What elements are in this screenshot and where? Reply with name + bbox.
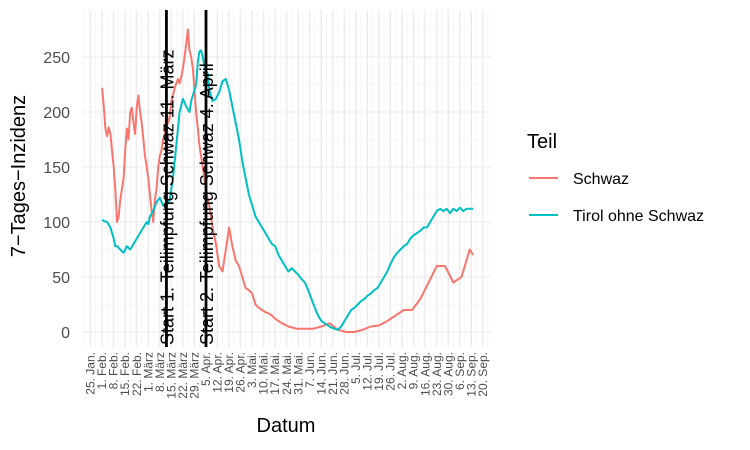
x-tick-label: 6. Sep. <box>453 352 467 390</box>
y-axis-title: 7−Tages−Inzidenz <box>8 95 30 257</box>
legend: Teil Schwaz Tirol ohne Schwaz <box>527 131 704 225</box>
x-tick-label: 8. Feb. <box>107 352 121 389</box>
x-tick-label: 15. Feb. <box>118 352 132 396</box>
grid <box>82 10 492 347</box>
x-tick-label: 1. März <box>141 352 155 392</box>
x-tick-label: 19. Apr. <box>222 352 236 393</box>
x-tick-label: 1. Feb. <box>95 352 109 389</box>
annotation-label: Start 1. Teilimpfung Schwaz 11. März <box>157 50 177 345</box>
x-tick-label: 5. Apr. <box>199 352 213 386</box>
y-tick-label: 0 <box>61 325 70 342</box>
x-tick-label: 7. Jun. <box>303 352 317 388</box>
x-axis-title: Datum <box>257 415 316 437</box>
x-tick-label: 15. März <box>164 352 178 399</box>
x-tick-label: 12. Jul. <box>361 352 375 391</box>
legend-label: Schwaz <box>573 171 629 188</box>
x-tick-label: 16. Aug. <box>418 352 432 396</box>
x-tick-label: 3. Mai. <box>245 352 259 388</box>
x-tick-label: 5. Jul. <box>349 352 363 384</box>
legend-title: Teil <box>527 131 557 153</box>
x-tick-label: 22. Feb. <box>130 352 144 396</box>
legend-label: Tirol ohne Schwaz <box>573 208 704 225</box>
y-tick-labels: 0 50 100 150 200 250 <box>43 50 70 342</box>
x-tick-label: 26. Jul. <box>384 352 398 391</box>
y-tick-label: 250 <box>43 50 70 67</box>
x-tick-label: 31. Mai. <box>291 352 305 395</box>
x-tick-label: 19. Jul. <box>372 352 386 391</box>
x-tick-label: 9. Aug. <box>407 352 421 389</box>
x-tick-label: 23. Aug. <box>430 352 444 396</box>
x-tick-label: 20. Sep. <box>476 352 490 397</box>
y-tick-label: 50 <box>52 270 70 287</box>
x-tick-label: 25. Jan. <box>84 352 98 395</box>
x-tick-labels: 25. Jan.1. Feb.8. Feb.15. Feb.22. Feb.1.… <box>84 352 490 399</box>
x-tick-label: 2. Aug. <box>395 352 409 389</box>
annotations: Start 1. Teilimpfung Schwaz 11. März Star… <box>157 10 217 347</box>
y-tick-label: 150 <box>43 160 70 177</box>
x-tick-label: 30. Aug. <box>441 352 455 396</box>
annotation-label: Start 2. Teilimpfung Schwaz 4. April <box>197 63 217 345</box>
x-tick-label: 28. Jun. <box>337 352 351 395</box>
x-tick-label: 12. Apr. <box>211 352 225 393</box>
x-tick-label: 22. März <box>176 352 190 399</box>
y-tick-label: 200 <box>43 105 70 122</box>
x-tick-label: 29. März <box>187 352 201 399</box>
x-tick-label: 26. Apr. <box>234 352 248 393</box>
x-tick-label: 14. Jun. <box>314 352 328 395</box>
x-tick-label: 13. Sep. <box>464 352 478 397</box>
x-tick-label: 8. März <box>153 352 167 392</box>
x-tick-label: 24. Mai. <box>280 352 294 395</box>
series-lines <box>101 28 474 333</box>
series-line <box>101 49 474 331</box>
x-tick-label: 17. Mai. <box>268 352 282 395</box>
x-tick-label: 10. Mai. <box>257 352 271 395</box>
y-tick-label: 100 <box>43 215 70 232</box>
x-tick-label: 21. Jun. <box>326 352 340 395</box>
